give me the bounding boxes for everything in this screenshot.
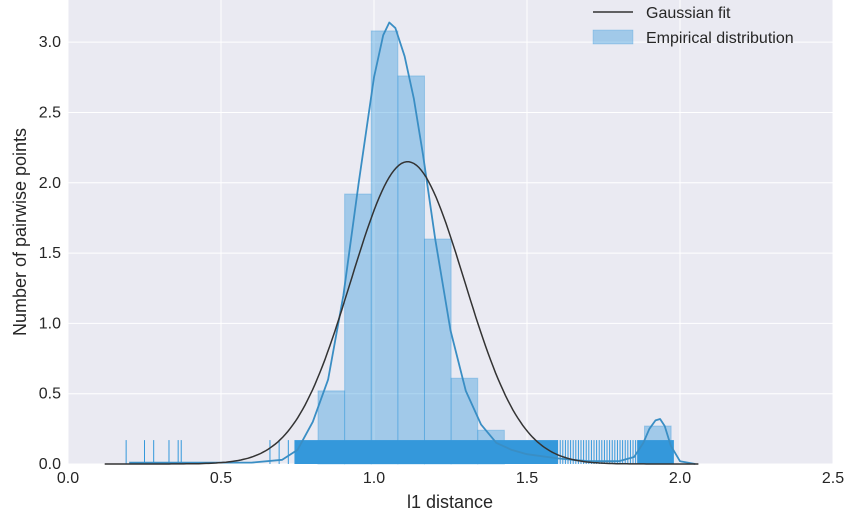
x-tick-label: 0.0 <box>57 470 79 487</box>
x-tick-label: 2.0 <box>669 470 691 487</box>
y-tick-label: 1.5 <box>39 245 61 262</box>
kde-line <box>129 21 696 465</box>
legend-empirical-label: Empirical distribution <box>646 30 794 47</box>
legend: Gaussian fit Empirical distribution <box>592 5 794 47</box>
y-tick-label: 2.0 <box>39 175 61 192</box>
histogram-bar <box>370 30 399 465</box>
y-tick-labels: 0.0 0.5 1.0 1.5 2.0 2.5 3.0 <box>39 34 61 473</box>
legend-empirical-swatch <box>592 29 634 45</box>
gaussian-fit-line <box>104 161 699 465</box>
y-tick-label: 0.5 <box>39 386 61 403</box>
y-axis-label: Number of pairwise points <box>10 128 30 336</box>
y-tick-label: 2.5 <box>39 104 61 121</box>
x-tick-labels: 0.0 0.5 1.0 1.5 2.0 2.5 <box>57 470 844 487</box>
x-tick-label: 2.5 <box>822 470 844 487</box>
y-tick-label: 1.0 <box>39 315 61 332</box>
x-axis-label: l1 distance <box>407 492 493 512</box>
histogram-bar <box>423 238 452 465</box>
rug-dense-band <box>637 440 674 464</box>
x-tick-label: 0.5 <box>210 470 232 487</box>
histogram-bar <box>344 193 372 465</box>
y-tick-label: 0.0 <box>39 456 61 473</box>
legend-gaussian-label: Gaussian fit <box>646 5 731 22</box>
x-tick-label: 1.0 <box>363 470 385 487</box>
plot-area <box>68 0 833 464</box>
y-tick-label: 3.0 <box>39 34 61 51</box>
rug-dense-band <box>294 440 558 464</box>
chart-lines <box>104 21 699 465</box>
x-tick-label: 1.5 <box>516 470 538 487</box>
histogram <box>317 30 672 465</box>
